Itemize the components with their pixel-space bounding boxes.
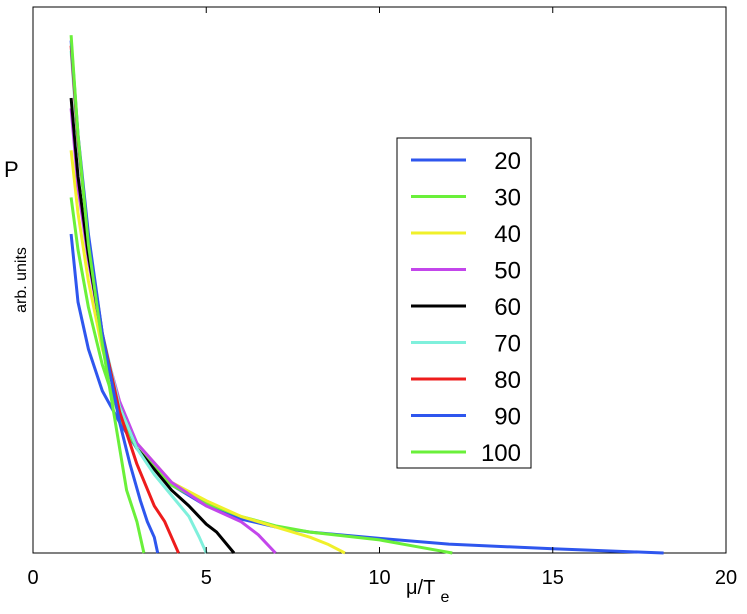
x-tick-label: 0 (27, 567, 38, 589)
legend-box (396, 137, 532, 469)
y-axis-sublabel: arb. units (13, 247, 30, 313)
legend-items: 20 30 40 50 60 70 80 90 100 (411, 148, 521, 467)
legend-label-50: 50 (494, 258, 521, 285)
series-layer (69, 35, 664, 555)
legend-label-90: 90 (494, 404, 521, 431)
series-line-20 (69, 233, 664, 555)
series-line-40 (69, 150, 346, 555)
legend-label-30: 30 (494, 185, 521, 212)
x-tick-label: 10 (368, 567, 390, 589)
legend: 20 30 40 50 60 70 80 90 100 (396, 137, 532, 469)
x-axis-ticks: 0 5 10 15 20 (27, 7, 737, 589)
y-axis-label: P (4, 157, 19, 182)
x-tick-label: 15 (542, 567, 564, 589)
legend-label-20: 20 (494, 148, 521, 175)
legend-label-40: 40 (494, 221, 521, 248)
legend-label-60: 60 (494, 294, 521, 321)
legend-label-100: 100 (481, 440, 521, 467)
legend-label-70: 70 (494, 331, 521, 358)
x-tick-label: 5 (201, 567, 212, 589)
series-line-100 (69, 35, 146, 554)
series-line-60 (69, 97, 236, 554)
x-axis-label-main: μ/T (406, 577, 435, 599)
x-tick-label: 20 (715, 567, 737, 589)
x-axis-label-subscript: e (441, 589, 450, 606)
series-line-90 (69, 40, 160, 554)
x-axis-label: μ/T e (406, 577, 450, 606)
legend-label-80: 80 (494, 367, 521, 394)
plot-area (32, 6, 727, 554)
